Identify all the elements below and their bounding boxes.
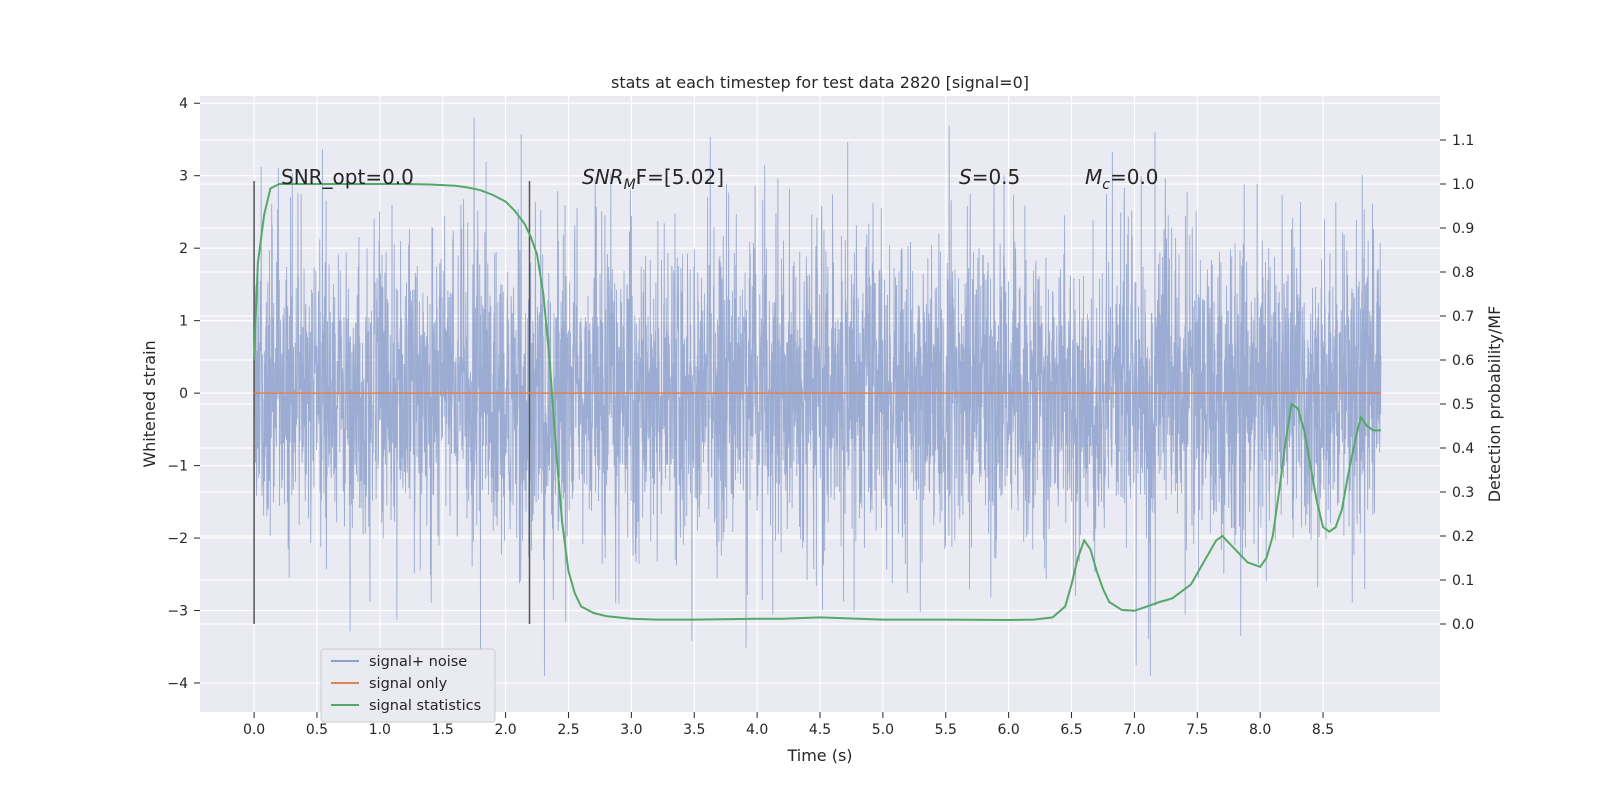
annotation-mc-base: M [1085,165,1102,189]
y-tick-label: −4 [167,676,188,692]
x-tick-label: 3.5 [683,722,705,738]
y-tick-label: 4 [179,96,188,112]
y2-tick-label: 0.7 [1452,309,1474,325]
annotation-snr-mf-rest: F=[5.02] [636,165,724,189]
x-tick-label: 2.5 [557,722,579,738]
x-tick-label: 0.0 [243,722,265,738]
y2-tick-label: 0.9 [1452,221,1474,237]
annotation-s: S=0.5 [959,165,1020,189]
x-tick-label: 6.5 [1060,722,1082,738]
x-tick-label: 7.5 [1186,722,1208,738]
y-axis-right-label: Detection probability/MF [1485,306,1504,503]
x-tick-label: 5.5 [935,722,957,738]
axes: 0.0 0.5 1.0 1.5 2.0 2.5 3.0 3.5 4.0 4.5 5.0 5.5 6.0 6… [167,96,1474,738]
annotation-mc-rest: =0.0 [1110,165,1159,189]
chart-title: stats at each timestep for test data 282… [611,73,1029,92]
y-tick-label: −1 [167,459,188,475]
y-tick-label: 3 [179,169,188,185]
x-tick-label: 4.0 [746,722,768,738]
annotation-snr-opt: SNR_opt=0.0 [281,165,414,189]
marker-lines [253,181,531,624]
y-tick-label: −3 [167,604,188,620]
legend-label-signal-only: signal only [369,676,448,692]
y-axis-label: Whitened strain [140,340,159,467]
y2-tick-label: 0.3 [1452,485,1474,501]
y2-tick-label: 0.1 [1452,573,1474,589]
x-tick-label: 1.0 [369,722,391,738]
y2-tick-label: 0.8 [1452,265,1474,281]
y2-tick-label: 0.6 [1452,353,1474,369]
annotation-snr-mf-base: SNR [582,165,624,189]
x-tick-label: 2.0 [494,722,516,738]
y2-tick-label: 0.0 [1452,617,1474,633]
annotation-s-rest: =0.5 [972,165,1021,189]
signal-noise-line [253,117,1382,676]
x-tick-label: 8.5 [1312,722,1334,738]
legend: signal+ noise signal only signal statist… [320,648,496,723]
y2-tick-label: 1.1 [1452,133,1474,149]
y2-tick-label: 0.5 [1452,397,1474,413]
x-tick-label: 8.0 [1249,722,1271,738]
x-tick-label: 4.5 [809,722,831,738]
y2-tick-label: 1.0 [1452,177,1474,193]
y-tick-label: 0 [179,386,188,402]
legend-box [320,648,496,723]
legend-label-signal-noise: signal+ noise [369,654,467,670]
annotation-mc: Mc=0.0 [1085,165,1159,193]
signal-noise-series [253,117,1382,676]
x-tick-label: 3.0 [620,722,642,738]
signal-statistics-line [253,183,1381,622]
annotation-s-base: S [959,165,972,189]
y2-tick-label: 0.2 [1452,529,1474,545]
x-tick-label: 6.0 [998,722,1020,738]
annotation-mc-sub: c [1102,177,1110,193]
x-tick-label: 1.5 [432,722,454,738]
x-tick-label: 0.5 [306,722,328,738]
signal-statistics-series [253,183,1381,622]
y-tick-label: −2 [167,531,188,547]
x-tick-label: 5.0 [872,722,894,738]
x-tick-label: 7.0 [1123,722,1145,738]
annotation-snr-mf: SNRMF=[5.02] [582,165,724,193]
legend-label-signal-statistics: signal statistics [369,698,481,714]
x-axis-label: Time (s) [786,746,852,765]
y-tick-label: 1 [179,314,188,330]
y2-tick-label: 0.4 [1452,441,1474,457]
annotation-snr-mf-sub: M [624,177,636,193]
y-tick-label: 2 [179,241,188,257]
